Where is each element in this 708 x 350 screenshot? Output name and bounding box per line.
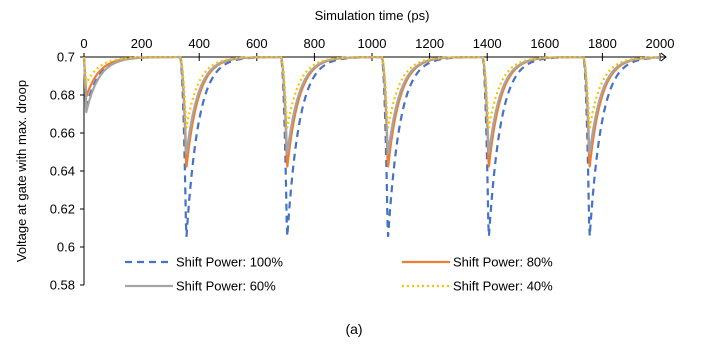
x-tick-label: 200 (131, 36, 153, 51)
chart-axes: 0 200 400 600 800 1000 1200 1400 1600 1800 2000 0.5… (50, 36, 675, 293)
series-line-1 (82, 55, 661, 238)
chart-legend: Shift Power: 100% Shift Power: 80% Shift P… (125, 255, 553, 294)
x-tick-label: 1800 (588, 36, 617, 51)
x-axis-title: Simulation time (ps) (315, 8, 430, 23)
legend-label: Shift Power: 60% (176, 279, 276, 294)
legend-item: Shift Power: 100% (125, 255, 283, 270)
series-line-4 (82, 55, 661, 129)
y-tick-label: 0.64 (50, 164, 75, 179)
y-tick-label: 0.7 (57, 50, 75, 65)
legend-label: Shift Power: 100% (176, 255, 283, 270)
x-axis-arrow (660, 52, 667, 62)
chart-series (82, 55, 661, 238)
x-tick-label: 1400 (473, 36, 502, 51)
legend-item: Shift Power: 80% (402, 255, 553, 270)
figure-caption: (a) (345, 321, 362, 337)
legend-item: Shift Power: 40% (402, 279, 553, 294)
x-tick-label: 2000 (646, 36, 675, 51)
legend-item: Shift Power: 60% (125, 279, 276, 294)
series-line-3 (82, 55, 661, 155)
y-tick-label: 0.62 (50, 202, 75, 217)
y-tick-label: 0.66 (50, 126, 75, 141)
series-line-2 (82, 55, 661, 168)
x-tick-label: 400 (188, 36, 210, 51)
x-tick-label: 0 (80, 36, 87, 51)
x-tick-label: 1200 (415, 36, 444, 51)
legend-label: Shift Power: 40% (453, 279, 553, 294)
x-tick-label: 1600 (530, 36, 559, 51)
x-tick-label: 800 (304, 36, 326, 51)
y-axis-title: Voltage at gate with max. droop (14, 80, 29, 262)
y-tick-label: 0.58 (50, 278, 75, 293)
y-tick-label: 0.6 (57, 240, 75, 255)
y-tick-label: 0.68 (50, 88, 75, 103)
x-tick-label: 1000 (358, 36, 387, 51)
legend-label: Shift Power: 80% (453, 255, 553, 270)
x-tick-label: 600 (246, 36, 268, 51)
